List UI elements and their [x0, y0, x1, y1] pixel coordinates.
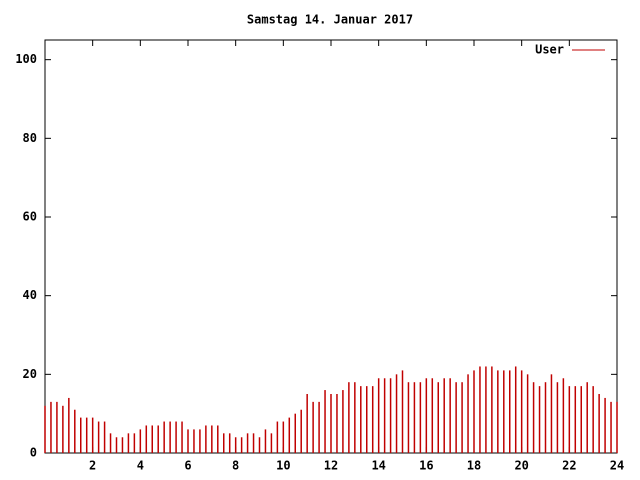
x-tick-label: 8: [232, 459, 239, 473]
y-tick-label: 100: [15, 52, 37, 66]
x-tick-label: 24: [610, 459, 624, 473]
x-tick-label: 14: [371, 459, 385, 473]
x-tick-label: 2: [89, 459, 96, 473]
x-tick-label: 6: [184, 459, 191, 473]
x-tick-label: 18: [467, 459, 481, 473]
x-tick-label: 12: [324, 459, 338, 473]
chart-title: Samstag 14. Januar 2017: [247, 13, 413, 27]
y-tick-label: 80: [23, 131, 37, 145]
x-tick-label: 20: [514, 459, 528, 473]
x-tick-label: 22: [562, 459, 576, 473]
legend-label: User: [535, 43, 564, 57]
y-tick-label: 0: [30, 446, 37, 460]
x-tick-label: 4: [137, 459, 144, 473]
plot-frame: [44, 39, 618, 454]
x-tick-label: 10: [276, 459, 290, 473]
y-tick-label: 60: [23, 210, 37, 224]
x-tick-label: 16: [419, 459, 433, 473]
y-tick-label: 40: [23, 288, 37, 302]
y-tick-label: 20: [23, 367, 37, 381]
